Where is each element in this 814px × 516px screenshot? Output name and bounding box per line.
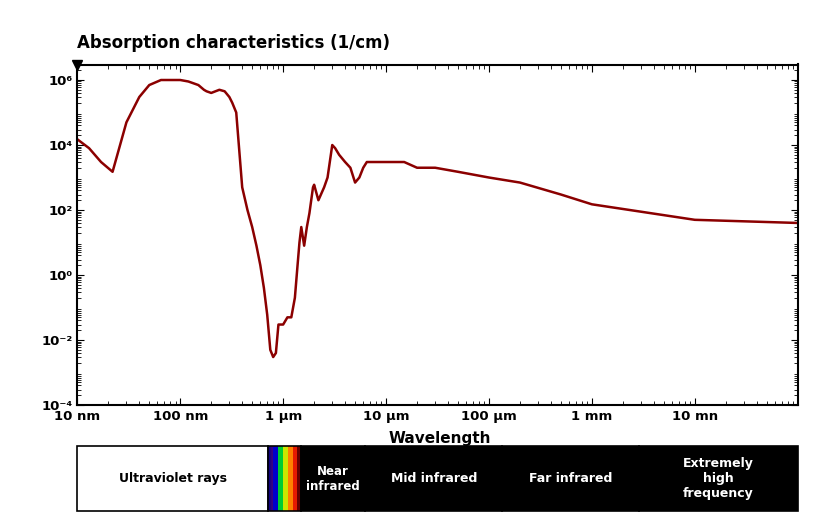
- Bar: [300, 446, 365, 511]
- Text: Near
infrared: Near infrared: [306, 464, 360, 493]
- Bar: [502, 446, 639, 511]
- Text: Mid infrared: Mid infrared: [391, 472, 477, 485]
- Bar: [269, 446, 300, 511]
- Text: Extremely
high
frequency: Extremely high frequency: [683, 457, 754, 500]
- Bar: [77, 446, 269, 511]
- Bar: [365, 446, 502, 511]
- Text: Far infrared: Far infrared: [529, 472, 612, 485]
- Bar: [639, 446, 798, 511]
- Text: Wavelength: Wavelength: [388, 431, 491, 446]
- Text: Absorption characteristics (1/cm): Absorption characteristics (1/cm): [77, 34, 391, 52]
- Text: Ultraviolet rays: Ultraviolet rays: [119, 472, 227, 485]
